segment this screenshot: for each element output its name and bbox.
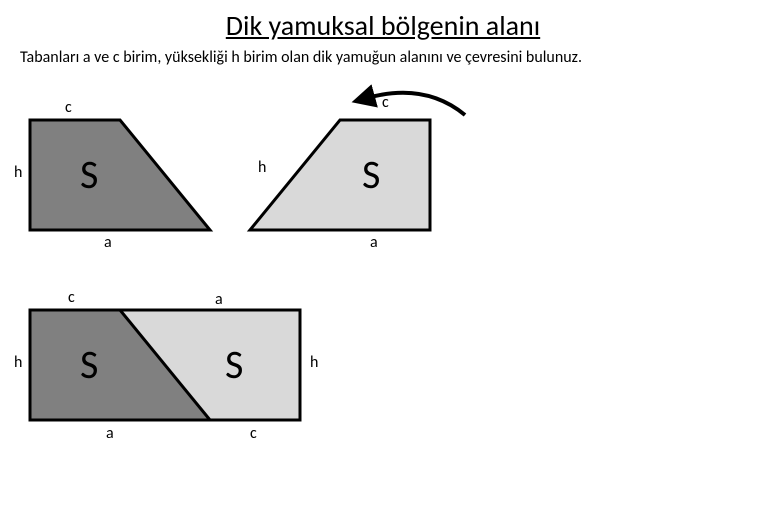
label-h-left1: h [14,163,22,182]
area-label-s4: S [225,340,243,389]
label-h-left3: h [14,353,22,372]
problem-statement: Tabanları a ve c birim, yüksekliği h bir… [20,48,582,67]
label-a-bottom3: a [106,424,114,443]
label-c-top1: c [65,98,72,117]
label-c-bottom3: c [250,424,257,443]
area-label-s2: S [362,150,380,199]
label-h-right3: h [310,353,318,372]
area-label-s3: S [80,340,98,389]
curved-arrow-icon [355,80,475,125]
trapezoid-dark [30,120,210,230]
label-h-left2: h [258,158,266,177]
label-a-bottom1: a [104,233,112,252]
trapezoid-light [250,120,430,230]
label-a-bottom2: a [370,233,378,252]
page-title: Dik yamuksal bölgenin alanı [0,8,766,43]
label-c-top3: c [68,288,75,307]
rectangle-combined [30,310,300,420]
area-label-s1: S [80,150,98,199]
label-a-top3: a [215,290,223,309]
